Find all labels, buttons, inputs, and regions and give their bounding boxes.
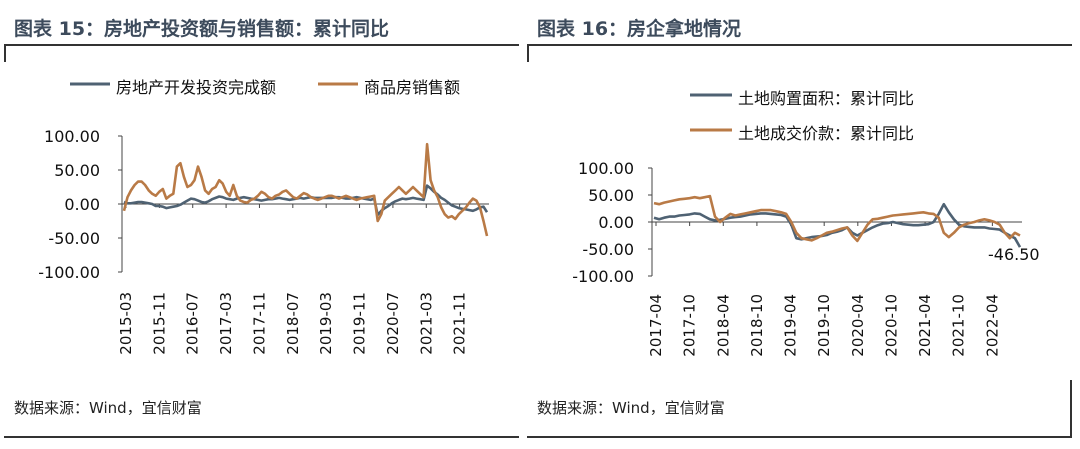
- c16-x-tick-label: 2021-04: [916, 294, 934, 357]
- c16-series-line-1: [653, 202, 1022, 248]
- c16-x-tick-label: 2017-10: [681, 294, 699, 357]
- chart-15-title: 图表 15：房地产投资额与销售额：累计同比: [14, 18, 390, 40]
- chart-15-bottom-rule: [4, 436, 519, 438]
- c16-legend-label-1: 土地购置面积：累计同比: [738, 89, 914, 108]
- c15-x-tick-label: 2016-07: [184, 292, 202, 355]
- c16-x-tick-label: 2019-04: [782, 294, 800, 357]
- c15-y-tick-label: 0.00: [64, 195, 100, 214]
- c15-x-tick-label: 2021-03: [417, 292, 435, 355]
- chart-16-right-bracket: [1070, 380, 1072, 436]
- c16-series-line-2: [653, 194, 1021, 243]
- chart-16-bottom-rule: [527, 436, 1072, 438]
- c15-series-line-2: [122, 142, 489, 237]
- c15-y-tick-label: -50.00: [48, 229, 100, 248]
- c16-y-tick-label: -100.00: [572, 267, 634, 286]
- c16-x-tick-label: 2018-10: [748, 294, 766, 357]
- c16-x-tick-label: 2020-04: [849, 294, 867, 357]
- c16-x-tick-label: 2020-10: [882, 294, 900, 357]
- chart-16-source: 数据来源：Wind，宜信财富: [537, 399, 725, 417]
- c16-y-tick-label: 50.00: [588, 186, 634, 205]
- c15-x-tick-label: 2021-11: [451, 292, 469, 355]
- c15-y-tick-label: 50.00: [54, 161, 100, 180]
- c16-legend-label-2: 土地成交价款：累计同比: [738, 124, 914, 143]
- c16-y-tick-label: 0.00: [598, 213, 634, 232]
- chart-15-left-bracket: [4, 44, 6, 62]
- c16-x-tick-label: 2021-10: [950, 294, 968, 357]
- c15-legend-label-1: 房地产开发投资完成额: [116, 78, 276, 97]
- chart-16-title: 图表 16：房企拿地情况: [537, 18, 742, 40]
- chart-16-left-bracket: [527, 44, 529, 62]
- c15-y-tick-label: 100.00: [44, 127, 100, 146]
- c16-x-tick-label: 2022-04: [983, 294, 1001, 357]
- c15-legend-label-2: 商品房销售额: [364, 78, 460, 97]
- c16-y-tick-label: 100.00: [578, 159, 634, 178]
- c16-annotation-label: -46.50: [988, 245, 1040, 264]
- c16-x-tick-label: 2018-04: [714, 294, 732, 357]
- c15-x-tick-label: 2018-07: [284, 292, 302, 355]
- c16-y-tick-label: -50.00: [582, 240, 634, 259]
- chart-15-top-rule: [4, 44, 519, 46]
- c15-x-tick-label: 2019-03: [317, 292, 335, 355]
- c16-x-tick-label: 2017-04: [647, 294, 665, 357]
- c15-x-tick-label: 2020-07: [384, 292, 402, 355]
- c15-series-line-1: [123, 184, 489, 217]
- c15-x-tick-label: 2017-03: [217, 292, 235, 355]
- c15-x-tick-label: 2017-11: [250, 292, 268, 355]
- c15-x-tick-label: 2015-03: [117, 292, 135, 355]
- c15-x-tick-label: 2019-11: [351, 292, 369, 355]
- c15-x-tick-label: 2015-11: [150, 292, 168, 355]
- c16-x-tick-label: 2019-10: [815, 294, 833, 357]
- chart-15-source: 数据来源：Wind，宜信财富: [14, 399, 202, 417]
- chart-16-top-rule: [527, 44, 1072, 46]
- c15-y-tick-label: -100.00: [38, 263, 100, 282]
